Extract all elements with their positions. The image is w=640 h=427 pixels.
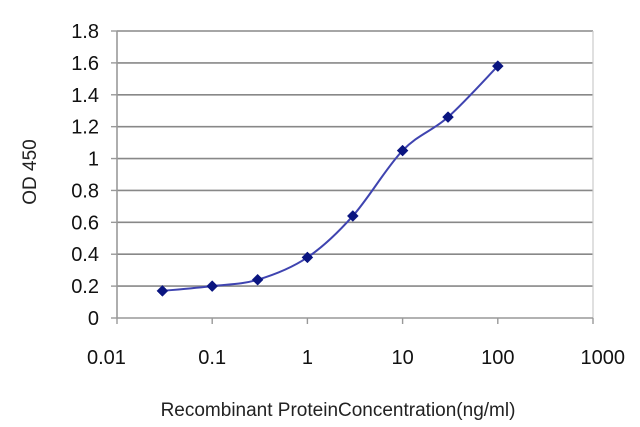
grid-layer bbox=[117, 30, 593, 287]
x-tick-label-2: 1 bbox=[302, 347, 313, 369]
data-point-0-3 bbox=[301, 251, 314, 264]
x-tick-label-1: 0.1 bbox=[198, 347, 226, 369]
x-tick-label-3: 10 bbox=[391, 347, 413, 369]
series-line-0 bbox=[162, 65, 499, 292]
data-point-0-7 bbox=[491, 60, 504, 72]
data-point-0-6 bbox=[442, 111, 454, 123]
y-tick-label-3: 0.6 bbox=[71, 212, 99, 234]
y-tick-label-7: 1.4 bbox=[71, 85, 99, 107]
x-tick-label-0: 0.01 bbox=[87, 347, 126, 369]
y-tick-label-4: 0.8 bbox=[71, 180, 99, 202]
data-point-0-4 bbox=[346, 210, 359, 222]
y-tick-label-1: 0.2 bbox=[71, 276, 99, 298]
y-tick-label-9: 1.8 bbox=[71, 21, 99, 43]
y-tick-label-5: 1 bbox=[88, 149, 99, 171]
axis-titles: OD 450 Recombinant ProteinConcentration(… bbox=[20, 139, 515, 421]
data-point-0-1 bbox=[206, 280, 219, 292]
y-tick-label-2: 0.4 bbox=[71, 244, 99, 266]
axes-layer bbox=[111, 30, 594, 324]
series-layer bbox=[156, 60, 504, 297]
y-axis-title: OD 450 bbox=[20, 139, 41, 204]
x-tick-label-4: 100 bbox=[481, 347, 514, 369]
data-point-0-2 bbox=[251, 273, 264, 286]
x-axis-title: Recombinant ProteinConcentration(ng/ml) bbox=[161, 400, 516, 421]
y-tick-label-8: 1.6 bbox=[71, 53, 99, 75]
y-tick-label-0: 0 bbox=[88, 308, 99, 330]
x-tick-label-5: 1000 bbox=[581, 347, 626, 369]
y-tick-label-6: 1.2 bbox=[71, 117, 99, 139]
data-point-0-0 bbox=[156, 285, 169, 297]
y-tick-labels: 0 0.2 0.4 0.6 0.8 1 1.2 1.4 1.6 1.8 bbox=[71, 21, 99, 330]
data-point-0-5 bbox=[396, 144, 409, 157]
x-tick-labels: 0.01 0.1 1 10 100 1000 bbox=[87, 347, 625, 369]
